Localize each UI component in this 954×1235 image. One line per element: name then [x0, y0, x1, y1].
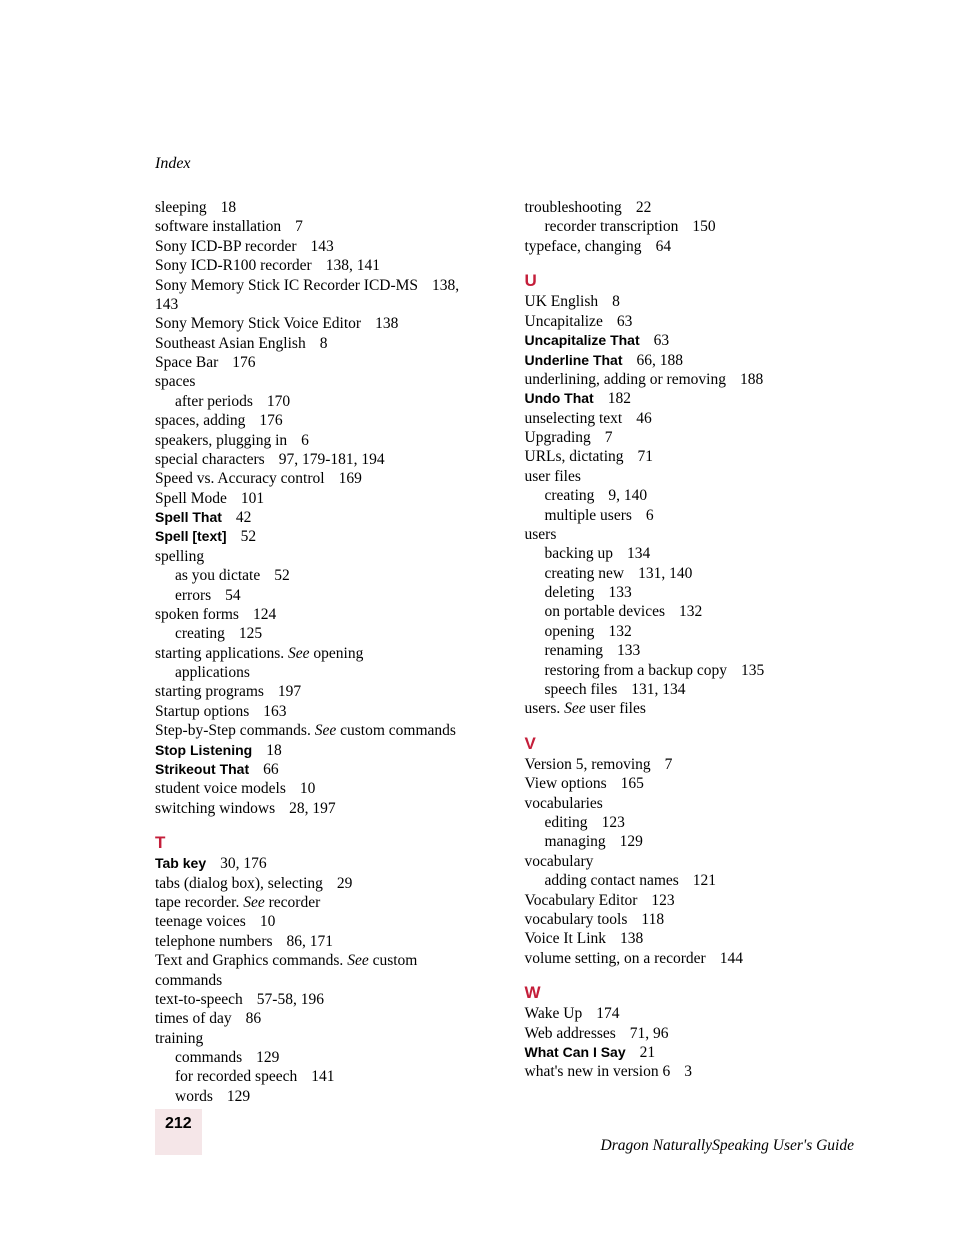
index-entry: URLs, dictating71 [525, 447, 855, 466]
index-subentry: multiple users6 [525, 506, 855, 525]
index-entry: typeface, changing64 [525, 237, 855, 256]
section-letter: V [525, 733, 855, 754]
index-entry: vocabulary tools118 [525, 910, 855, 929]
index-entry: unselecting text46 [525, 409, 855, 428]
index-entry: Upgrading7 [525, 428, 855, 447]
index-entry: what's new in version 63 [525, 1062, 855, 1081]
index-subentry: on portable devices132 [525, 602, 855, 621]
index-subentry: adding contact names121 [525, 871, 855, 890]
index-entry: speakers, plugging in6 [155, 431, 485, 450]
index-entry: Sony Memory Stick Voice Editor138 [155, 314, 485, 333]
index-entry: Tab key30, 176 [155, 854, 485, 873]
index-entry: Underline That66, 188 [525, 351, 855, 370]
index-entry: switching windows28, 197 [155, 799, 485, 818]
index-subentry: creating125 [155, 624, 485, 643]
index-entry: View options165 [525, 774, 855, 793]
index-entry: Stop Listening18 [155, 741, 485, 760]
index-entry: student voice models10 [155, 779, 485, 798]
index-columns: sleeping18software installation7Sony ICD… [155, 198, 854, 1106]
index-entry: sleeping18 [155, 198, 485, 217]
index-entry: teenage voices10 [155, 912, 485, 931]
index-subentry: deleting133 [525, 583, 855, 602]
index-entry: users [525, 525, 855, 544]
index-entry: Sony ICD-BP recorder143 [155, 237, 485, 256]
page: Index sleeping18software installation7So… [0, 0, 954, 1235]
index-entry: tabs (dialog box), selecting29 [155, 874, 485, 893]
index-entry: What Can I Say21 [525, 1043, 855, 1062]
index-subentry: recorder transcription150 [525, 217, 855, 236]
index-entry: Southeast Asian English8 [155, 334, 485, 353]
index-subentry: after periods170 [155, 392, 485, 411]
index-entry: spaces, adding176 [155, 411, 485, 430]
index-subentry: errors54 [155, 586, 485, 605]
index-entry: UK English8 [525, 292, 855, 311]
index-subentry: backing up134 [525, 544, 855, 563]
index-entry-see: starting applications. See openingapplic… [155, 644, 485, 683]
footer: 212 Dragon NaturallySpeaking User's Guid… [155, 1109, 854, 1155]
index-entry: vocabulary [525, 852, 855, 871]
section-letter: T [155, 832, 485, 853]
index-subentry: for recorded speech141 [155, 1067, 485, 1086]
index-entry: telephone numbers86, 171 [155, 932, 485, 951]
running-head: Index [155, 155, 191, 173]
index-subentry: creating new131, 140 [525, 564, 855, 583]
page-number-box: 212 [155, 1109, 202, 1155]
index-entry-see: Text and Graphics commands. See custom c… [155, 951, 485, 990]
index-entry: spaces [155, 372, 485, 391]
section-letter: U [525, 270, 855, 291]
index-subentry: speech files131, 134 [525, 680, 855, 699]
index-subentry: restoring from a backup copy135 [525, 661, 855, 680]
index-subentry: words129 [155, 1087, 485, 1106]
index-entry: Undo That182 [525, 389, 855, 408]
index-entry: Space Bar176 [155, 353, 485, 372]
index-subentry: creating9, 140 [525, 486, 855, 505]
index-subentry: editing123 [525, 813, 855, 832]
index-entry: special characters97, 179-181, 194 [155, 450, 485, 469]
index-subentry: managing129 [525, 832, 855, 851]
index-entry: Version 5, removing7 [525, 755, 855, 774]
index-entry: spoken forms124 [155, 605, 485, 624]
index-entry: Sony Memory Stick IC Recorder ICD-MS138,… [155, 276, 485, 315]
index-entry-see: tape recorder. See recorder [155, 893, 485, 912]
index-entry: training [155, 1029, 485, 1048]
index-entry: Strikeout That66 [155, 760, 485, 779]
column-right: troubleshooting22recorder transcription1… [525, 198, 855, 1106]
index-entry: troubleshooting22 [525, 198, 855, 217]
index-entry: Speed vs. Accuracy control169 [155, 469, 485, 488]
index-entry: Spell That42 [155, 508, 485, 527]
index-subentry: as you dictate52 [155, 566, 485, 585]
index-entry: Startup options163 [155, 702, 485, 721]
index-subentry: commands129 [155, 1048, 485, 1067]
column-left: sleeping18software installation7Sony ICD… [155, 198, 485, 1106]
index-entry: Spell [text]52 [155, 527, 485, 546]
index-entry: Sony ICD-R100 recorder138, 141 [155, 256, 485, 275]
index-entry: Voice It Link138 [525, 929, 855, 948]
index-entry-see: users. See user files [525, 699, 855, 718]
index-subentry: renaming133 [525, 641, 855, 660]
index-entry: Spell Mode101 [155, 489, 485, 508]
section-letter: W [525, 982, 855, 1003]
index-entry: text-to-speech57-58, 196 [155, 990, 485, 1009]
index-entry: Uncapitalize That63 [525, 331, 855, 350]
page-number: 212 [165, 1115, 192, 1132]
index-entry: Vocabulary Editor123 [525, 891, 855, 910]
index-entry: volume setting, on a recorder144 [525, 949, 855, 968]
index-subentry: opening132 [525, 622, 855, 641]
index-entry: times of day86 [155, 1009, 485, 1028]
index-entry: underlining, adding or removing188 [525, 370, 855, 389]
index-entry: starting programs197 [155, 682, 485, 701]
index-entry: user files [525, 467, 855, 486]
index-entry: Wake Up174 [525, 1004, 855, 1023]
index-entry: Uncapitalize63 [525, 312, 855, 331]
index-entry: vocabularies [525, 794, 855, 813]
index-entry: Web addresses71, 96 [525, 1024, 855, 1043]
index-entry-see: Step-by-Step commands. See custom comman… [155, 721, 485, 740]
index-entry: software installation7 [155, 217, 485, 236]
footer-title: Dragon NaturallySpeaking User's Guide [601, 1137, 854, 1155]
index-entry: spelling [155, 547, 485, 566]
